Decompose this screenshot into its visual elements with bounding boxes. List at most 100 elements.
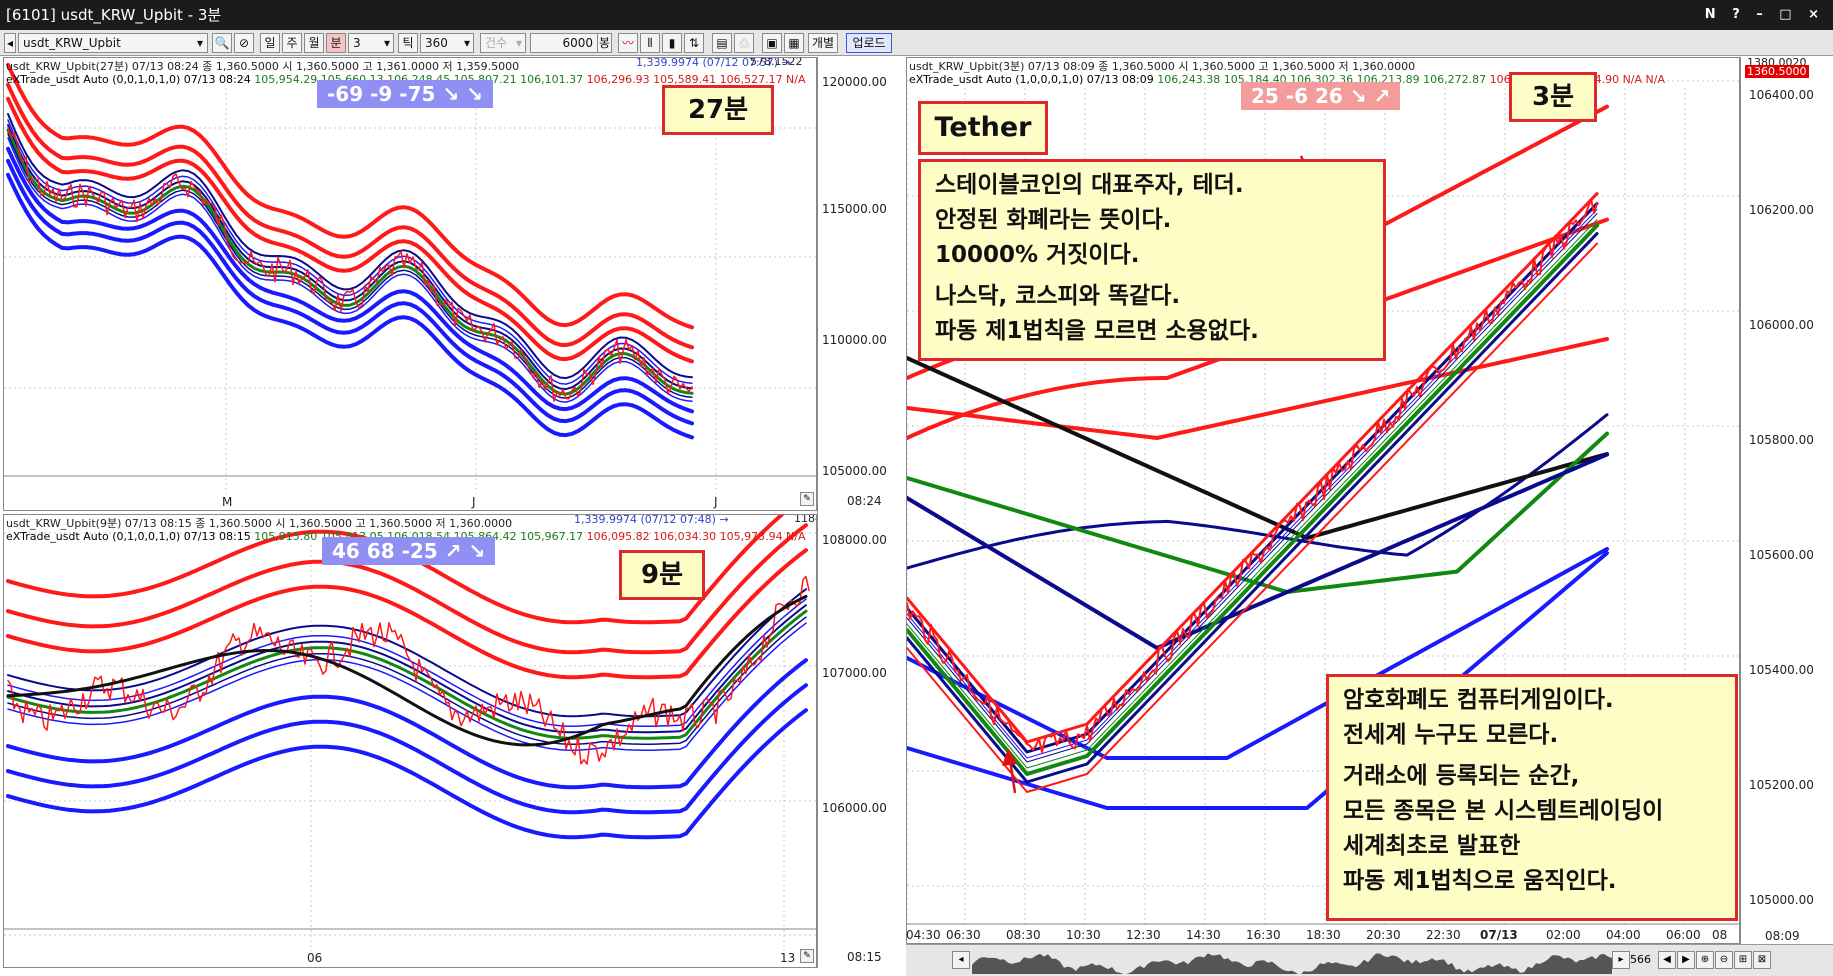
scroll-bar[interactable]: ◂ ▸ 566 ◀ ▶ ⊕ ⊖ ⊞ ⊠	[906, 944, 1833, 976]
x-tick: 06:30	[946, 928, 981, 942]
indicator-line	[7, 133, 693, 399]
indicator-line	[907, 413, 1609, 570]
period-month-button[interactable]: 월	[304, 33, 324, 53]
corner-time-9m: 08:15	[847, 950, 882, 964]
indicator-line	[907, 242, 1598, 793]
top-value-27m: 578.1522	[750, 57, 803, 68]
indicator-line	[6, 523, 808, 655]
note-line: 전세계 누구도 모른다.	[1343, 722, 1559, 748]
individual-button[interactable]: 개별	[808, 33, 838, 53]
indicator-line	[6, 128, 694, 396]
tick-value: 360	[425, 36, 448, 50]
zoom-in-icon[interactable]: ⊕	[1696, 951, 1714, 969]
close-icon[interactable]: ⊠	[1753, 951, 1771, 969]
chart-9m-canvas[interactable]	[4, 515, 817, 968]
period-minute-button[interactable]: 분	[326, 33, 346, 53]
indicator-line	[907, 232, 1599, 784]
bar-label: 봉	[598, 33, 612, 53]
note-top: 스테이블코인의 대표주자, 테더. 안정된 화폐라는 뜻이다. 10000% 거…	[918, 159, 1386, 361]
right-yaxis: 1380.0020 1360.5000 106400.00 106200.00 …	[1740, 56, 1833, 944]
fit-icon[interactable]: ⊞	[1734, 951, 1752, 969]
header-price-3m: usdt_KRW_Upbit(3분) 07/13 08:09 종 1,360.5…	[909, 58, 1416, 74]
indicator-line	[907, 356, 1609, 540]
y-tick: 106000.00	[822, 801, 887, 815]
chart-panel-9m[interactable]: usdt_KRW_Upbit(9분) 07/13 08:15 종 1,360.5…	[3, 514, 817, 968]
line-chart-icon[interactable]: 〰	[618, 33, 638, 53]
symbol-value: usdt_KRW_Upbit	[23, 36, 121, 50]
count-label: 건수	[485, 36, 508, 50]
indicator-values: 106,243.38 105,184.40 106,302.36 106,213…	[1157, 73, 1487, 86]
header-indicator-3m: eXTrade_usdt Auto (1,0,0,0,1,0) 07/13 08…	[909, 73, 1665, 86]
prev-icon[interactable]: ◀	[1658, 951, 1676, 969]
arrow-head	[1002, 748, 1017, 766]
zoom-out-icon[interactable]: ⊖	[1715, 951, 1733, 969]
note-line: 모든 종목은 본 시스템트레이딩이	[1343, 798, 1664, 824]
tick-button[interactable]: 틱	[398, 33, 418, 53]
left-yaxis-labels: 120000.00 115000.00 110000.00 105000.00 …	[817, 57, 903, 968]
tick-value-select[interactable]: 360 ▾	[420, 33, 474, 53]
y-tick: 105200.00	[1749, 778, 1814, 792]
count-select[interactable]: 건수 ▾	[480, 33, 526, 53]
y-tick: 107000.00	[822, 666, 887, 680]
signal-badge-27m: -69 -9 -75 ↘ ↘	[317, 80, 493, 108]
toolbar: ◂ usdt_KRW_Upbit ▾ 🔍 ⊘ 일 주 월 분 3 ▾ 틱 360…	[0, 30, 1833, 56]
pencil-icon[interactable]: ✎	[800, 492, 814, 506]
header-price-27m: usdt_KRW_Upbit(27분) 07/13 08:24 종 1,360.…	[6, 60, 520, 73]
scroll-left-icon[interactable]: ◂	[952, 951, 970, 969]
window-titlebar: [6101] usdt_KRW_Upbit - 3분 N ? – □ ×	[0, 0, 1833, 30]
document-icon[interactable]: ▤	[712, 33, 732, 53]
indicator-line	[7, 124, 693, 391]
indicator-line	[6, 62, 694, 330]
upload-button[interactable]: 업로드	[846, 33, 892, 53]
search-reset-icon[interactable]: ⊘	[234, 33, 254, 53]
nav-left-icon[interactable]: ◂	[4, 33, 16, 53]
count-input[interactable]: 6000	[530, 33, 598, 53]
indicator-line	[6, 658, 808, 790]
symbol-select[interactable]: usdt_KRW_Upbit ▾	[18, 33, 208, 53]
indicator-line	[907, 209, 1598, 759]
period-week-button[interactable]: 주	[282, 33, 302, 53]
chart-panel-27m[interactable]: usdt_KRW_Upbit(27분) 07/13 08:24 종 1,360.…	[3, 57, 817, 511]
chart-3m-canvas[interactable]	[907, 58, 1740, 944]
layout-icon[interactable]: ▣	[762, 33, 782, 53]
x-tick: 18:30	[1306, 928, 1341, 942]
note-line: 10000% 거짓이다.	[935, 242, 1140, 268]
indicator-line	[907, 547, 1609, 760]
indicator-line	[6, 172, 694, 440]
indicator-line	[7, 113, 693, 380]
indicator-line	[907, 337, 1609, 440]
scroll-overview[interactable]	[972, 948, 1612, 974]
y-tick: 110000.00	[822, 333, 887, 347]
print-icon[interactable]: ⎙	[734, 33, 754, 53]
period-day-button[interactable]: 일	[260, 33, 280, 53]
header-price-9m: usdt_KRW_Upbit(9분) 07/13 08:15 종 1,360.5…	[6, 517, 513, 530]
window-controls[interactable]: N ? – □ ×	[1704, 7, 1825, 22]
x-tick: 22:30	[1426, 928, 1461, 942]
chart-27m-canvas[interactable]	[4, 58, 817, 511]
price-line	[7, 575, 810, 765]
scroll-right-icon[interactable]: ▸	[1612, 951, 1630, 969]
y-tick: 106400.00	[1749, 88, 1814, 102]
bar-chart-icon[interactable]: ▮	[662, 33, 682, 53]
x-axis-3m: 04:30 06:30 08:30 10:30 12:30 14:30 16:30 18:30…	[906, 928, 1740, 944]
indicator-line	[907, 452, 1609, 650]
compare-chart-icon[interactable]: ⇅	[684, 33, 704, 53]
chart-panel-3m[interactable]: usdt_KRW_Upbit(3분) 07/13 08:09 종 1,360.5…	[906, 57, 1740, 944]
x-tick: 06:00	[1666, 928, 1701, 942]
indicator-line	[6, 146, 694, 414]
chevron-down-icon: ▾	[515, 36, 522, 50]
indicator-label: eXTrade_usdt Auto (0,0,1,0,1,0) 07/13 08…	[6, 73, 251, 86]
indicator-line	[907, 213, 1598, 763]
pencil-icon[interactable]: ✎	[800, 949, 814, 963]
search-icon[interactable]: 🔍	[212, 33, 232, 53]
grid-icon[interactable]: ▦	[784, 33, 804, 53]
timeframe-box-9m: 9분	[619, 550, 705, 600]
corner-time-27m: 08:24	[847, 494, 882, 508]
price-line	[907, 198, 1598, 753]
next-icon[interactable]: ▶	[1677, 951, 1695, 969]
indicator-label: eXTrade_usdt Auto (1,0,0,0,1,0) 07/13 08…	[909, 73, 1154, 86]
period-value-select[interactable]: 3 ▾	[348, 33, 394, 53]
candle-chart-icon[interactable]: ⫴	[640, 33, 660, 53]
y-tick: 105000.00	[1749, 893, 1814, 907]
note-line: 안정된 화폐라는 뜻이다.	[935, 207, 1172, 233]
